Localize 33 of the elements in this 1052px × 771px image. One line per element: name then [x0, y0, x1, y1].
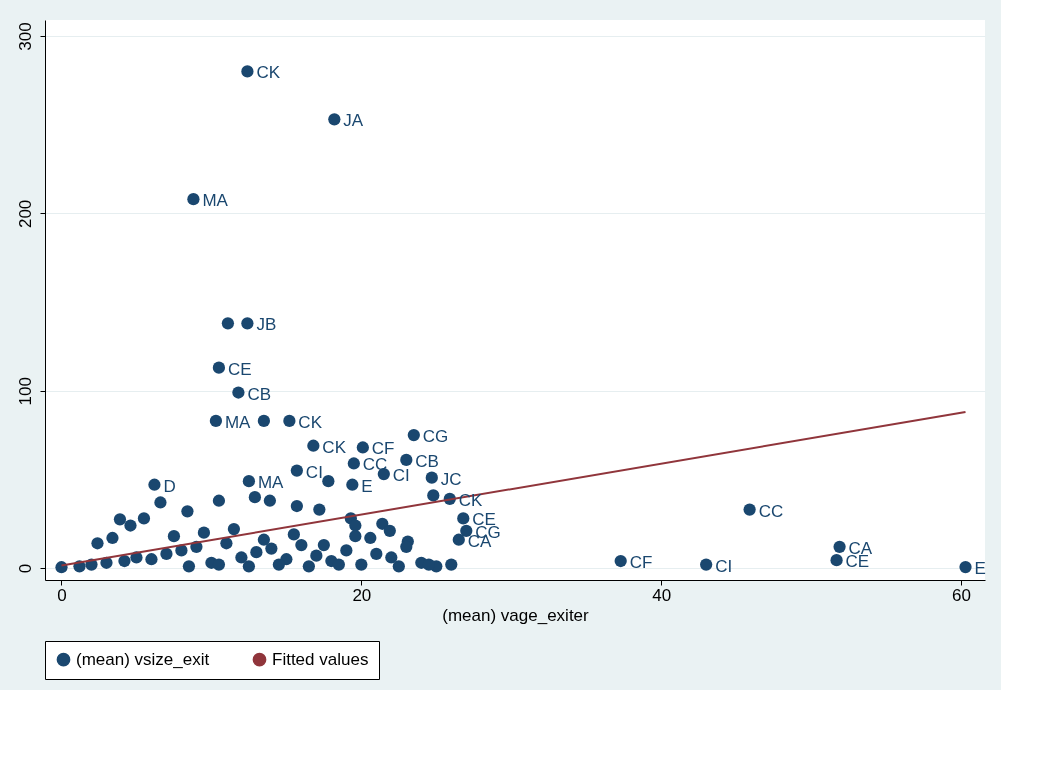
x-tick-label: 40 — [652, 585, 672, 605]
x-tick-label: 60 — [952, 585, 971, 605]
annotation: D — [163, 476, 176, 496]
annotation: CI — [715, 556, 733, 576]
x-axis-title: (mean) vage_exiter — [442, 605, 590, 625]
annotation: MA — [257, 473, 285, 493]
annotation: CK — [458, 490, 484, 510]
annotation: CG — [422, 427, 449, 447]
annotation: JA — [343, 111, 364, 131]
annotation: CB — [415, 451, 439, 471]
annotation: CK — [298, 412, 323, 432]
annotation: CF — [629, 553, 653, 573]
x-tick-label: 20 — [352, 585, 372, 605]
annotation: CI — [392, 466, 410, 486]
annotation: CI — [305, 462, 323, 482]
y-tick-label: 200 — [15, 199, 35, 229]
annotation: CB — [247, 384, 272, 404]
annotation: MA — [202, 191, 229, 211]
y-tick-label: 0 — [15, 563, 35, 574]
y-tick-label: 100 — [15, 377, 35, 406]
annotation: JB — [256, 315, 277, 335]
annotation: CE — [227, 359, 252, 379]
legend-label: (mean) vsize_exit — [76, 649, 210, 669]
annotation: CK — [322, 437, 347, 457]
annotation: CK — [256, 63, 281, 83]
annotation: CC — [758, 501, 784, 521]
legend-label: Fitted values — [272, 649, 369, 669]
annotation: JC — [440, 469, 462, 489]
annotation: E — [974, 559, 986, 579]
annotation: E — [361, 476, 373, 496]
y-tick-label: 300 — [15, 22, 35, 51]
annotation: MA — [224, 412, 252, 432]
x-tick-label: 0 — [57, 585, 67, 605]
